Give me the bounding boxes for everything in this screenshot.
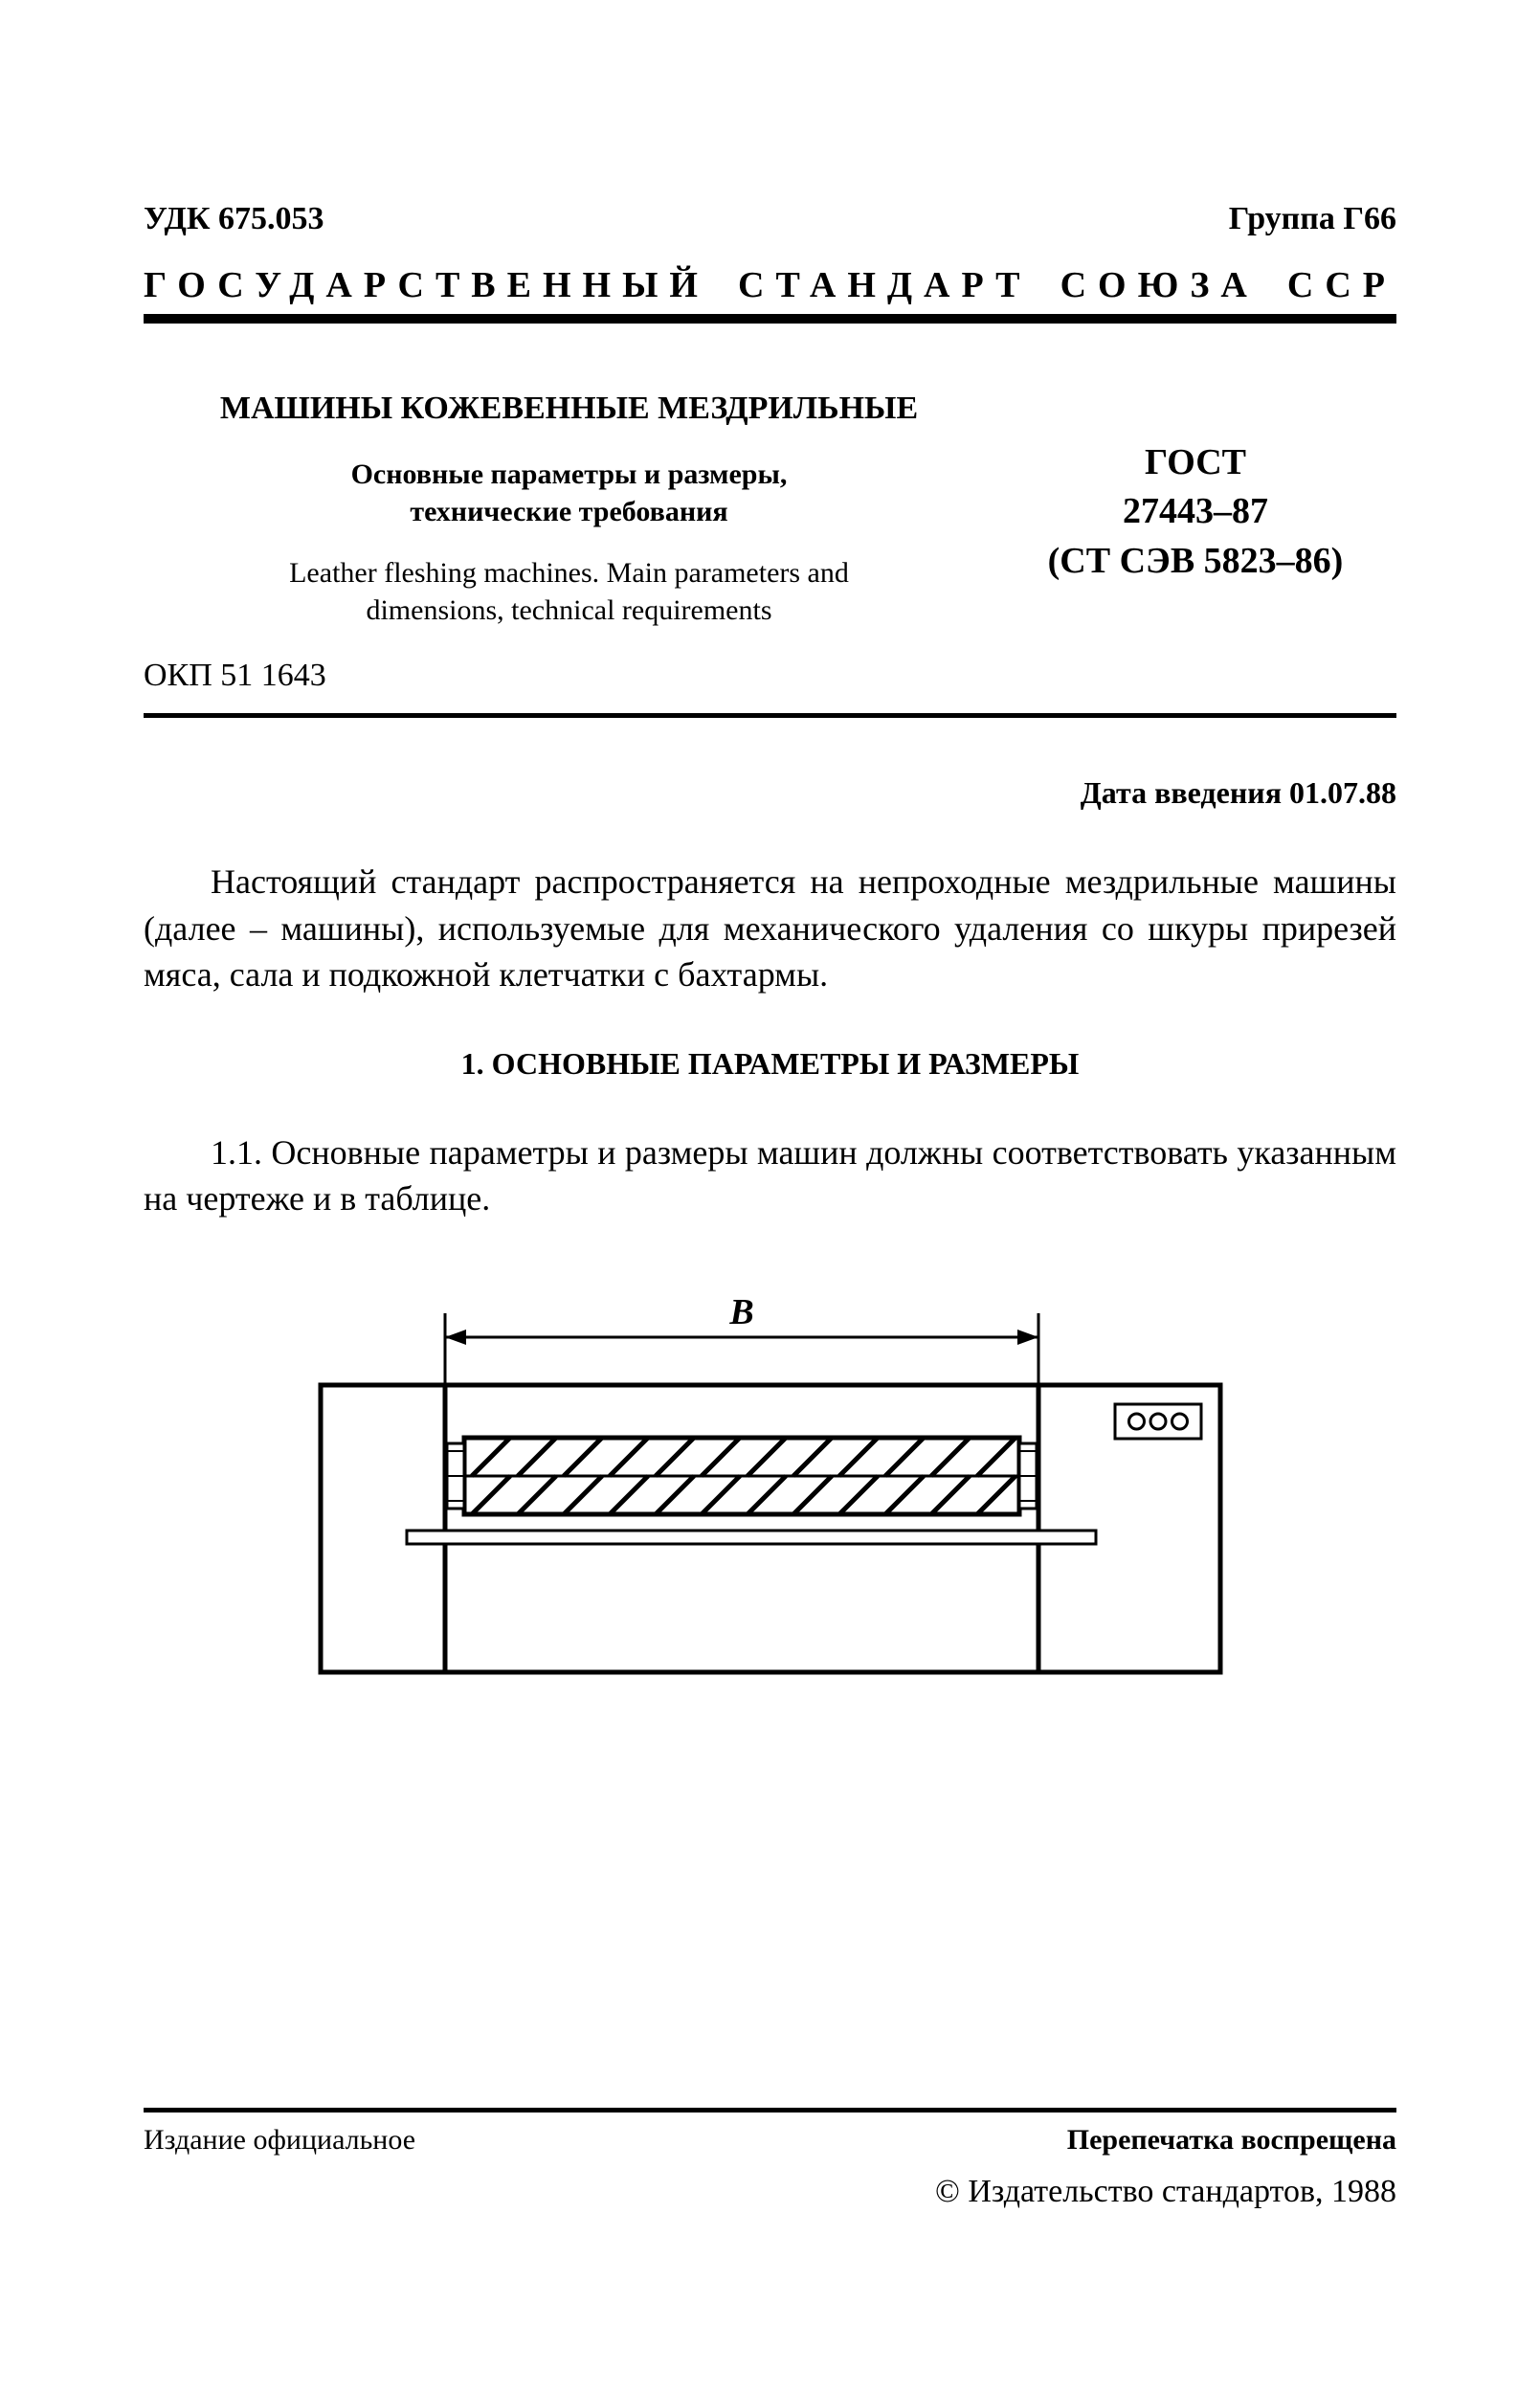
title-ru-sub: Основные параметры и размеры, технически… xyxy=(182,456,956,530)
okp-code: ОКП 51 1643 xyxy=(144,658,1396,694)
svg-text:B: B xyxy=(728,1292,753,1332)
title-en: Leather fleshing machines. Main paramete… xyxy=(182,554,956,629)
footer-left: Издание официальное xyxy=(144,2124,415,2157)
intro-date: Дата введения 01.07.88 xyxy=(144,775,1396,811)
title-block: МАШИНЫ КОЖЕВЕННЫЕ МЕЗДРИЛЬНЫЕ Основные п… xyxy=(144,391,1396,629)
gost-box: ГОСТ 27443–87 (СТ СЭВ 5823–86) xyxy=(994,391,1396,629)
scope-paragraph: Настоящий стандарт распространяется на н… xyxy=(144,859,1396,998)
title-ru-main: МАШИНЫ КОЖЕВЕННЫЕ МЕЗДРИЛЬНЫЕ xyxy=(182,391,956,427)
clause-1-1: 1.1. Основные параметры и размеры машин … xyxy=(144,1129,1396,1222)
standard-banner: ГОСУДАРСТВЕННЫЙ СТАНДАРТ СОЮЗА ССР xyxy=(144,264,1396,306)
figure-wrap: B xyxy=(144,1270,1396,1710)
gost-number: 27443–87 xyxy=(994,487,1396,536)
rule-top xyxy=(144,314,1396,324)
title-left: МАШИНЫ КОЖЕВЕННЫЕ МЕЗДРИЛЬНЫЕ Основные п… xyxy=(144,391,994,629)
footer-row: Издание официальное Перепечатка воспреще… xyxy=(144,2124,1396,2157)
page: УДК 675.053 Группа Г66 ГОСУДАРСТВЕННЫЙ С… xyxy=(0,0,1540,2392)
footer: Издание официальное Перепечатка воспреще… xyxy=(144,2108,1396,2210)
udc-code: УДК 675.053 xyxy=(144,201,324,237)
top-classification-row: УДК 675.053 Группа Г66 xyxy=(144,201,1396,237)
group-code: Группа Г66 xyxy=(1229,201,1396,237)
gost-label: ГОСТ xyxy=(994,438,1396,487)
machine-diagram: B xyxy=(282,1270,1259,1710)
st-sev: (СТ СЭВ 5823–86) xyxy=(994,537,1396,586)
footer-copyright: © Издательство стандартов, 1988 xyxy=(144,2174,1396,2210)
rule-mid xyxy=(144,713,1396,718)
footer-right: Перепечатка воспрещена xyxy=(1067,2124,1396,2157)
section-1-title: 1. ОСНОВНЫЕ ПАРАМЕТРЫ И РАЗМЕРЫ xyxy=(144,1046,1396,1082)
rule-footer xyxy=(144,2108,1396,2113)
